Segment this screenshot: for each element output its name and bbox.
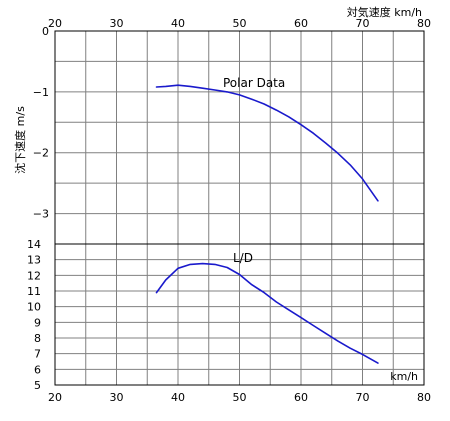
x-tick-label: 30 xyxy=(110,17,124,30)
y-tick-label: 6 xyxy=(34,363,41,376)
x-tick-label: 40 xyxy=(171,17,185,30)
y-tick-label: 13 xyxy=(27,254,41,267)
polar-series-line xyxy=(155,84,379,202)
x-tick-label: 60 xyxy=(294,17,308,30)
x-axis-title: 対気速度 km/h xyxy=(347,5,422,19)
plot-frame xyxy=(54,243,425,386)
y-tick-label: 12 xyxy=(27,269,41,282)
x-tick-label: 60 xyxy=(294,391,308,404)
x-tick-label: 40 xyxy=(171,391,185,404)
x-tick-label: 70 xyxy=(356,17,370,30)
ld-series-line xyxy=(155,262,379,364)
y-axis-title: 沈下速度 m/s xyxy=(13,106,27,174)
y-tick-label: −1 xyxy=(33,86,49,99)
x-tick-label: 30 xyxy=(110,391,124,404)
y-tick-label: −2 xyxy=(33,147,49,160)
y-tick-label: 8 xyxy=(34,332,41,345)
ld-label: L/D xyxy=(233,251,253,265)
y-tick-label: −3 xyxy=(33,208,49,221)
x-tick-label: 80 xyxy=(417,17,431,30)
x-tick-label: 50 xyxy=(233,17,247,30)
x-tick-label: 80 xyxy=(417,391,431,404)
y-tick-label: 14 xyxy=(27,238,41,251)
x-tick-label: 50 xyxy=(233,391,247,404)
y-tick-label: 9 xyxy=(34,316,41,329)
ld-chart-panel: 20 30 40 50 60 70 80 5 6 7 8 9 10 11 12 13 14 km/h L/D xyxy=(27,238,431,404)
polar-chart-panel: 20 30 40 50 60 70 80 0 −1 −2 −3 対気速度 km/h 沈下速度 m/s Po… xyxy=(13,5,431,245)
x-axis-title: km/h xyxy=(390,370,418,383)
x-tick-label: 20 xyxy=(48,391,62,404)
y-tick-label: 0 xyxy=(42,25,49,38)
y-tick-label: 10 xyxy=(27,301,41,314)
y-tick-label: 7 xyxy=(34,348,41,361)
x-tick-label: 20 xyxy=(48,17,62,30)
y-tick-label: 11 xyxy=(27,285,41,298)
polar-data-label: Polar Data xyxy=(223,76,285,90)
y-tick-label: 5 xyxy=(34,379,41,392)
x-tick-label: 70 xyxy=(356,391,370,404)
